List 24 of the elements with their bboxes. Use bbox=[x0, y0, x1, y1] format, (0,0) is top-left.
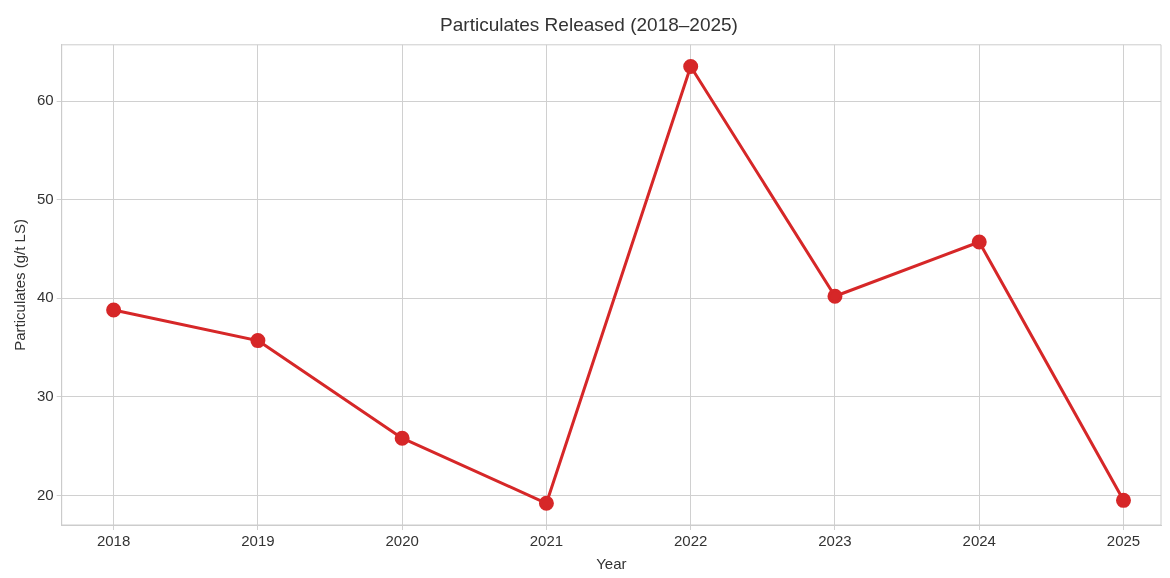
x-tick-label: 2020 bbox=[385, 532, 419, 550]
point bbox=[250, 333, 266, 349]
y-tick-label: 20 bbox=[37, 485, 54, 503]
chart-title: Particulates Released (2018–2025) bbox=[440, 13, 738, 35]
y-tick-label: 50 bbox=[37, 189, 54, 207]
y-tick-label: 40 bbox=[37, 288, 54, 306]
x-tick-label: 2023 bbox=[818, 532, 852, 550]
point bbox=[971, 234, 987, 250]
y-tick-label: 30 bbox=[37, 386, 54, 404]
y-tick-label: 60 bbox=[37, 91, 54, 109]
x-tick-label: 2024 bbox=[962, 532, 996, 550]
point bbox=[1115, 492, 1131, 508]
x-axis-title: Year bbox=[596, 555, 627, 573]
point bbox=[106, 302, 122, 318]
point bbox=[538, 495, 554, 511]
x-tick-label: 2022 bbox=[674, 532, 708, 550]
x-tick-label: 2019 bbox=[241, 532, 275, 550]
point bbox=[683, 58, 699, 74]
y-axis-title: Particulates (g/t LS) bbox=[11, 219, 29, 351]
point bbox=[827, 288, 843, 304]
x-tick-label: 2025 bbox=[1106, 532, 1141, 550]
x-tick-label: 2021 bbox=[529, 532, 564, 550]
x-tick-label: 2018 bbox=[96, 532, 131, 550]
point bbox=[394, 430, 410, 446]
